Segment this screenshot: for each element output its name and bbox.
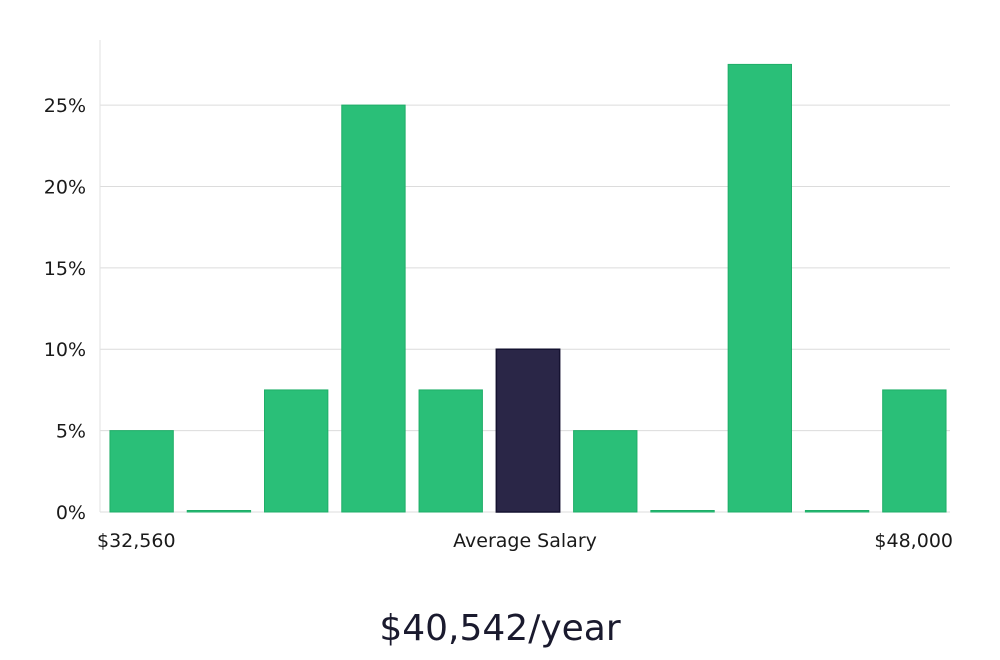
- x-min-label: $32,560: [97, 530, 176, 552]
- bar: [727, 63, 793, 513]
- bar: [573, 430, 638, 513]
- highlight-bar: [495, 348, 561, 513]
- salary-histogram: 0%5%10%15%20%25% $32,560 Average Salary …: [44, 40, 953, 552]
- bar: [341, 104, 406, 513]
- x-max-label: $48,000: [874, 530, 953, 552]
- bar: [418, 389, 483, 513]
- y-tick-label: 0%: [56, 502, 86, 524]
- bar: [882, 389, 947, 513]
- bar: [804, 510, 870, 513]
- x-center-label: Average Salary: [453, 530, 597, 552]
- bar: [264, 389, 329, 513]
- y-tick-label: 25%: [44, 95, 86, 117]
- y-tick-labels: 0% 5% 10% 15% 20% 25%: [44, 95, 86, 524]
- y-tick-label: 5%: [56, 421, 86, 443]
- bar: [186, 510, 252, 513]
- y-tick-label: 15%: [44, 258, 86, 280]
- bar: [650, 510, 715, 513]
- bars: [109, 63, 947, 513]
- y-tick-label: 20%: [44, 176, 86, 198]
- average-salary-value: $40,542/year: [379, 608, 621, 649]
- bar: [109, 430, 174, 513]
- y-tick-label: 10%: [44, 339, 86, 361]
